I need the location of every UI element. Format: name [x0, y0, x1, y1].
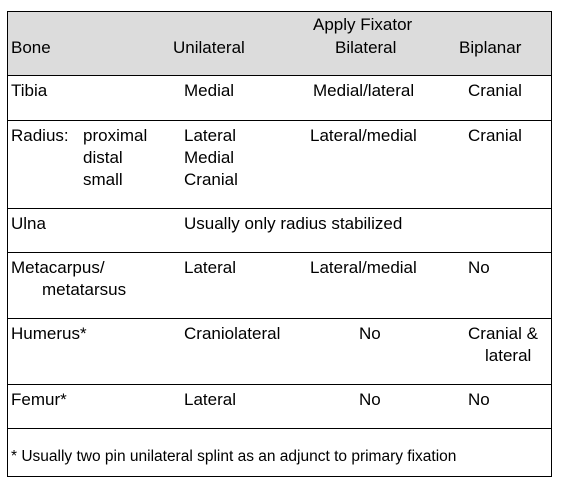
header-group-label: Apply Fixator — [313, 15, 413, 34]
bilateral-cell: Lateral/medial — [310, 258, 417, 277]
unilateral-cell: Medial — [184, 81, 235, 100]
header-bilateral: Bilateral — [335, 38, 397, 57]
bone-cell: Metacarpus/ — [11, 258, 105, 277]
biplanar-cell: Cranial — [468, 81, 522, 100]
bone-subcell: distal — [83, 148, 123, 167]
biplanar-cell: lateral — [485, 346, 532, 365]
bilateral-cell: Medial/lateral — [313, 81, 415, 100]
unilateral-cell: Cranial — [184, 170, 238, 189]
bone-cell: Femur* — [11, 390, 67, 409]
fixator-table: Apply Fixator Bone Unilateral Bilateral … — [7, 11, 552, 477]
header-bone: Bone — [11, 38, 51, 57]
unilateral-cell: Lateral — [184, 126, 236, 145]
table-row: Tibia Medial Medial/lateral Cranial — [8, 76, 551, 120]
footnote: * Usually two pin unilateral splint as a… — [11, 448, 457, 465]
bone-cell: Radius: — [11, 126, 69, 145]
biplanar-cell: No — [468, 390, 490, 409]
bone-cell: Ulna — [11, 214, 46, 233]
biplanar-cell: Cranial & — [468, 324, 538, 343]
table-header: Apply Fixator Bone Unilateral Bilateral … — [8, 12, 551, 76]
bone-subcell: metatarsus — [42, 280, 127, 299]
unilateral-cell: Lateral — [184, 258, 236, 277]
biplanar-cell: Cranial — [468, 126, 522, 145]
bone-cell: Tibia — [11, 81, 48, 100]
bone-subcell: small — [83, 170, 123, 189]
bilateral-cell: Lateral/medial — [310, 126, 417, 145]
bone-cell: Humerus* — [11, 324, 87, 343]
unilateral-cell: Lateral — [184, 390, 236, 409]
table-row: Ulna Usually only radius stabilized — [8, 208, 551, 252]
table-row: Metacarpus/ metatarsus Lateral Lateral/m… — [8, 252, 551, 318]
biplanar-cell: No — [468, 258, 490, 277]
unilateral-cell: Craniolateral — [184, 324, 281, 343]
table-row: Humerus* Craniolateral No Cranial & late… — [8, 318, 551, 384]
bilateral-cell: No — [359, 390, 381, 409]
header-unilateral: Unilateral — [173, 38, 245, 57]
bilateral-cell: No — [359, 324, 381, 343]
table-row: Femur* Lateral No No — [8, 384, 551, 428]
bone-subcell: proximal — [83, 126, 148, 145]
table-row: Radius: proximal distal small Lateral Me… — [8, 120, 551, 208]
note-cell: Usually only radius stabilized — [184, 214, 403, 233]
header-biplanar: Biplanar — [459, 38, 522, 57]
table-footnote-row: * Usually two pin unilateral splint as a… — [8, 428, 551, 476]
unilateral-cell: Medial — [184, 148, 235, 167]
